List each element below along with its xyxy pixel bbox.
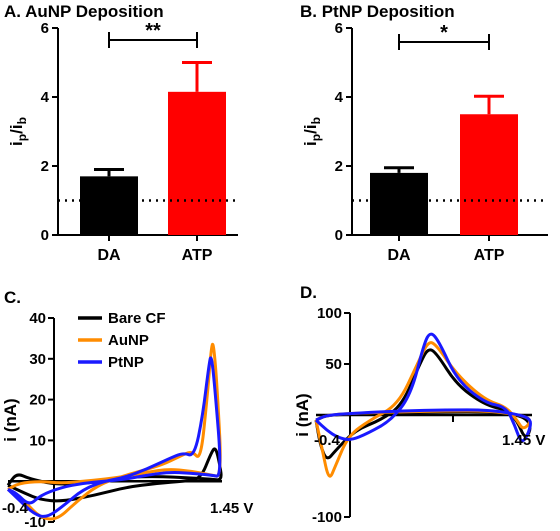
- panel-c-legend-label: Bare CF: [108, 310, 166, 327]
- panel-c-series-bare-cf: [6, 447, 223, 503]
- panel-a-y-tick-label: 4: [41, 89, 50, 106]
- panel-c-legend-label: AuNP: [108, 332, 149, 349]
- panel-b-y-tick-label: 6: [335, 20, 343, 37]
- panel-c-y-tick-label: 30: [29, 351, 46, 368]
- panel-a-bar-chart: A. AuNP Deposition 0 2 4 6 DA ATP ** ip/ib: [4, 2, 238, 264]
- panel-b-bar-atp: [460, 114, 518, 235]
- panel-d-x-start-label: -0.4: [314, 432, 341, 449]
- panel-a-y-tick-label: 0: [41, 227, 49, 244]
- panel-c-y-tick-label: 40: [29, 310, 46, 327]
- panel-d-series-ptnp: [314, 332, 532, 443]
- panel-b-significance-stars: *: [440, 22, 448, 44]
- panel-a-y-tick-label: 6: [41, 20, 49, 37]
- panel-a-significance-stars: **: [145, 20, 161, 42]
- panel-a-y-axis-label: ip/ib: [7, 117, 29, 146]
- panel-d-y-tick-label: 50: [325, 356, 342, 373]
- panel-c-series-ptnp: [6, 356, 222, 518]
- panel-b-bar-da: [370, 172, 428, 235]
- panel-a-title: A. AuNP Deposition: [4, 2, 164, 21]
- panel-a-bar-da: [80, 176, 138, 235]
- panel-b-category-label: DA: [387, 247, 411, 264]
- panel-c-line-chart: C. -10 10 20 30 40 -0.4 1.45 V i (nA) Bare CF AuN…: [1, 288, 253, 531]
- panel-d-y-tick-label: 100: [317, 305, 342, 322]
- panel-c-x-start-label: -0.4: [2, 500, 29, 517]
- panel-c-legend-label: PtNP: [108, 354, 144, 371]
- panel-d-x-end-label: 1.45 V: [502, 432, 545, 449]
- panel-c-y-tick-label: -10: [24, 514, 46, 531]
- panel-c-series-aunp: [7, 342, 222, 521]
- panel-c-y-tick-label: 20: [29, 392, 46, 409]
- panel-d-title: D.: [300, 283, 317, 302]
- panel-b-y-axis-label: ip/ib: [301, 117, 323, 146]
- panel-c-y-axis-label: i (nA): [1, 398, 20, 441]
- panel-b-y-tick-label: 4: [335, 89, 344, 106]
- panel-a-category-label: ATP: [182, 247, 213, 264]
- panel-a-bar-atp: [168, 91, 226, 235]
- panel-c-y-tick-label: 10: [29, 432, 46, 449]
- panel-d-y-axis-label: i (nA): [293, 393, 312, 436]
- panel-b-bar-chart: B. PtNP Deposition 0 2 4 6 DA ATP * ip/ib: [300, 2, 548, 264]
- panel-b-y-tick-label: 2: [335, 158, 343, 175]
- panel-d-line-chart: D. -100 50 100 -0.4 1.45 V i (nA): [293, 283, 545, 526]
- panel-d-y-tick-label: -100: [312, 509, 342, 526]
- panel-a-category-label: DA: [97, 247, 121, 264]
- panel-c-title: C.: [4, 288, 21, 307]
- panel-a-y-tick-label: 2: [41, 158, 49, 175]
- panel-b-category-label: ATP: [474, 247, 505, 264]
- panel-b-title: B. PtNP Deposition: [300, 2, 455, 21]
- panel-b-y-tick-label: 0: [335, 227, 343, 244]
- panel-c-x-end-label: 1.45 V: [210, 500, 253, 517]
